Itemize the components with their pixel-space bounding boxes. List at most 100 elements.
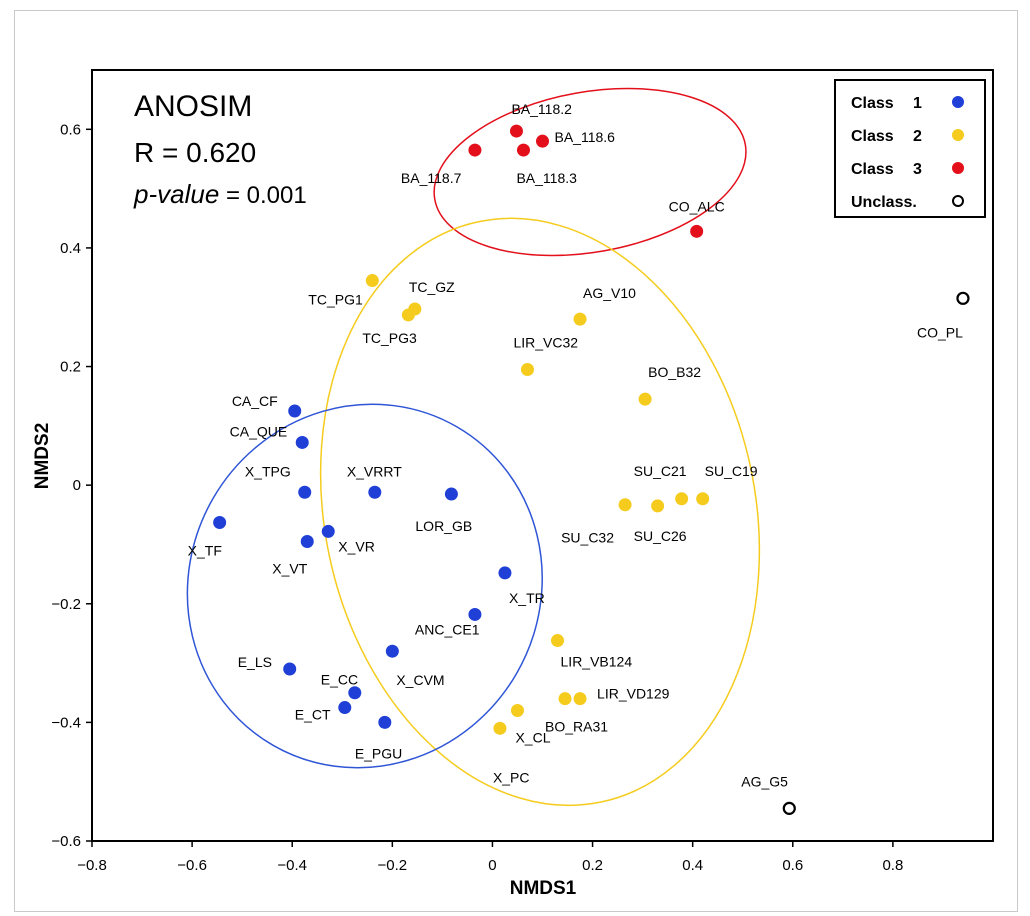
data-point [536,134,549,148]
series-2: TC_PG1 TC_GZ TC_PG3 AG_V10 LIR_VC32 BO_B32 SU_… [308,274,758,785]
point-label: SU_C19 [705,463,758,479]
x-axis-label: NMDS1 [510,878,577,899]
legend-marker [952,162,964,174]
point-label: LIR_VD129 [597,686,670,702]
data-point [690,224,704,238]
data-point [401,308,415,322]
point-label: X_PC [493,769,530,785]
legend-class-number: 1 [913,95,922,112]
axis-ticks: −0.8 −0.6 −0.4 −0.2 0 0.2 0.4 0.6 0.8 −0.6 −0.4 −0.… [51,121,903,874]
legend-label: Class [851,128,894,145]
legend-label: Unclass. [851,194,917,211]
legend-class-number: 3 [913,161,922,178]
legend-marker [952,96,964,108]
point-label: ANC_CE1 [415,621,480,637]
x-tick-label: 0.4 [682,857,703,874]
data-point [956,291,970,305]
y-tick-label: −0.6 [51,833,81,850]
point-label: E_LS [238,654,272,670]
point-label: BO_RA31 [545,719,608,735]
class-ellipse-3 [186,403,543,769]
x-tick-label: 0.2 [582,857,603,874]
data-point [782,801,796,815]
point-label: X_CVM [396,672,444,688]
class-ellipse-1 [433,87,747,257]
point-label: X_TR [509,590,545,606]
point-label: X_VT [272,560,307,576]
legend-label: Class [851,161,894,178]
point-label: CO_PL [917,324,963,340]
point-label: SU_C21 [634,463,687,479]
x-tick-label: −0.6 [177,857,207,874]
point-label: BA_118.3 [516,170,577,186]
legend-class-number: 2 [913,128,922,145]
point-label: BA_118.6 [555,129,616,145]
y-tick-label: 0 [73,477,81,494]
point-label: CA_CF [232,393,278,409]
figure-frame [14,10,1018,912]
legend-marker [952,195,964,207]
y-tick-label: 0.6 [60,121,81,138]
point-label: AG_G5 [741,773,788,789]
data-point [348,686,362,700]
point-label: CA_QUE [230,423,288,439]
y-axis-label: NMDS2 [32,423,53,490]
data-point [338,701,352,715]
data-point [573,692,587,706]
data-point [510,704,524,718]
data-point [509,124,523,138]
x-tick-label: −0.4 [277,857,307,874]
point-label: SU_C32 [561,530,614,546]
data-point [468,143,482,157]
point-label: LIR_VB124 [561,654,633,670]
data-point [365,274,379,288]
y-tick-label: −0.4 [51,714,81,731]
point-label: LIR_VC32 [513,335,578,351]
data-point [288,404,302,418]
point-label: TC_GZ [409,279,455,295]
data-point [213,516,227,530]
data-point [468,607,482,621]
data-point [573,312,587,326]
data-point [498,566,512,580]
anosim-p-value: p-value = 0.001 [133,179,307,209]
legend-label: Class [851,95,894,112]
point-label: E_PGU [355,745,402,761]
point-label: X_TPG [245,463,291,479]
y-tick-label: 0.2 [60,359,81,376]
anosim-r-value: R = 0.620 [134,137,256,168]
point-label: E_CC [321,672,358,688]
point-label: BA_118.2 [511,101,572,117]
point-label: TC_PG1 [308,292,363,308]
x-tick-label: −0.2 [378,857,408,874]
data-point [651,499,665,513]
series-3: BA_118.2 BA_118.6 BA_118.3 BA_118.7 CO_ALC [401,101,725,238]
point-label: X_CL [515,730,550,746]
data-point [283,662,297,676]
legend: Class 1 Class 2 Class 3 Unclass. [834,79,986,218]
series-1: CA_CF CA_QUE X_TPG X_VRRT LOR_GB X_TF X_VR X_VT… [188,393,545,761]
data-point [444,487,458,501]
data-point [558,692,572,706]
data-point [300,534,314,548]
p-value-label: p-value [133,179,219,209]
x-tick-label: −0.8 [77,857,107,874]
y-tick-label: −0.2 [51,596,81,613]
point-label: AG_V10 [583,285,636,301]
data-point [638,392,652,406]
data-point [551,634,565,648]
data-point [618,498,632,512]
data-point [295,435,309,449]
data-point [516,143,530,157]
point-label: TC_PG3 [362,330,417,346]
p-value-number: = 0.001 [219,182,306,209]
x-tick-label: 0 [488,857,496,874]
data-point [675,492,689,506]
anosim-annotation: ANOSIM R = 0.620 p-value = 0.001 [133,90,307,209]
legend-marker [952,129,964,141]
anosim-title: ANOSIM [134,90,252,123]
point-label: X_VRRT [347,463,402,479]
point-label: LOR_GB [415,518,472,534]
data-point [696,492,710,506]
